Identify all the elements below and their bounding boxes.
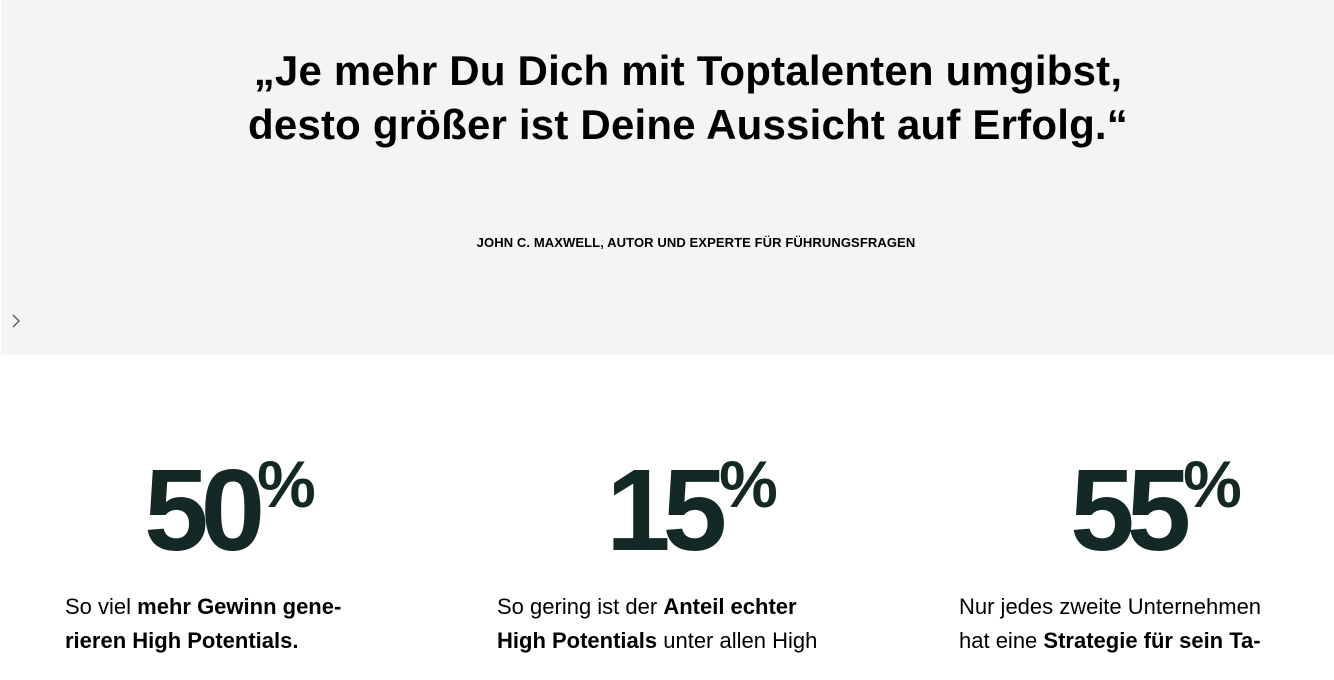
description-text: High Potentials [497,628,658,653]
quote-line: desto größer ist Deine Aussicht auf Erfo… [247,101,1129,148]
stat-number: 55% [986,440,1326,580]
stat-description: So gering ist der Anteil echter High Pote… [497,590,817,658]
description-text: So gering ist der [497,594,664,619]
next-arrow[interactable] [9,313,23,329]
description-text: Strategie für sein Ta- [1043,628,1261,653]
description-text: unter allen High [657,628,818,653]
quote-section: „Je mehr Du Dich mit Toptalenten umgibst… [1,0,1334,355]
description-line: hat eine Strategie für sein Ta- [959,624,1261,658]
stat-number: 50% [60,440,400,580]
stat-value: 55 [1070,445,1191,575]
quote: „Je mehr Du Dich mit Toptalenten umgibst… [1,44,1334,152]
stat-number: 15% [522,440,862,580]
description-line: rieren High Potentials. [65,624,341,658]
stat-unit: % [719,447,778,521]
description-line: Nur jedes zweite Unternehmen [959,590,1261,624]
description-text: Nur jedes zweite Unternehmen [959,594,1262,619]
quote-line: „Je mehr Du Dich mit Toptalenten umgibst… [253,47,1123,94]
description-text: So viel [65,594,138,619]
stat-value: 50 [144,445,265,575]
quote-author: JOHN C. MAXWELL, AUTOR UND EXPERTE FÜR F… [476,235,916,250]
description-line: So gering ist der Anteil echter [497,590,817,624]
description-text: Anteil echter [663,594,797,619]
stat-unit: % [257,447,316,521]
description-line: High Potentials unter allen High [497,624,817,658]
stat-description: Nur jedes zweite Unternehmen hat eine Str… [959,590,1261,658]
description-text: mehr Gewinn gene- [137,594,342,619]
description-text: hat eine [959,628,1044,653]
stat-description: So viel mehr Gewinn gene-rieren High Pot… [65,590,341,658]
stat-value: 15 [606,445,727,575]
stat-unit: % [1183,447,1242,521]
description-line: So viel mehr Gewinn gene- [65,590,341,624]
description-text: rieren High Potentials. [65,628,299,653]
